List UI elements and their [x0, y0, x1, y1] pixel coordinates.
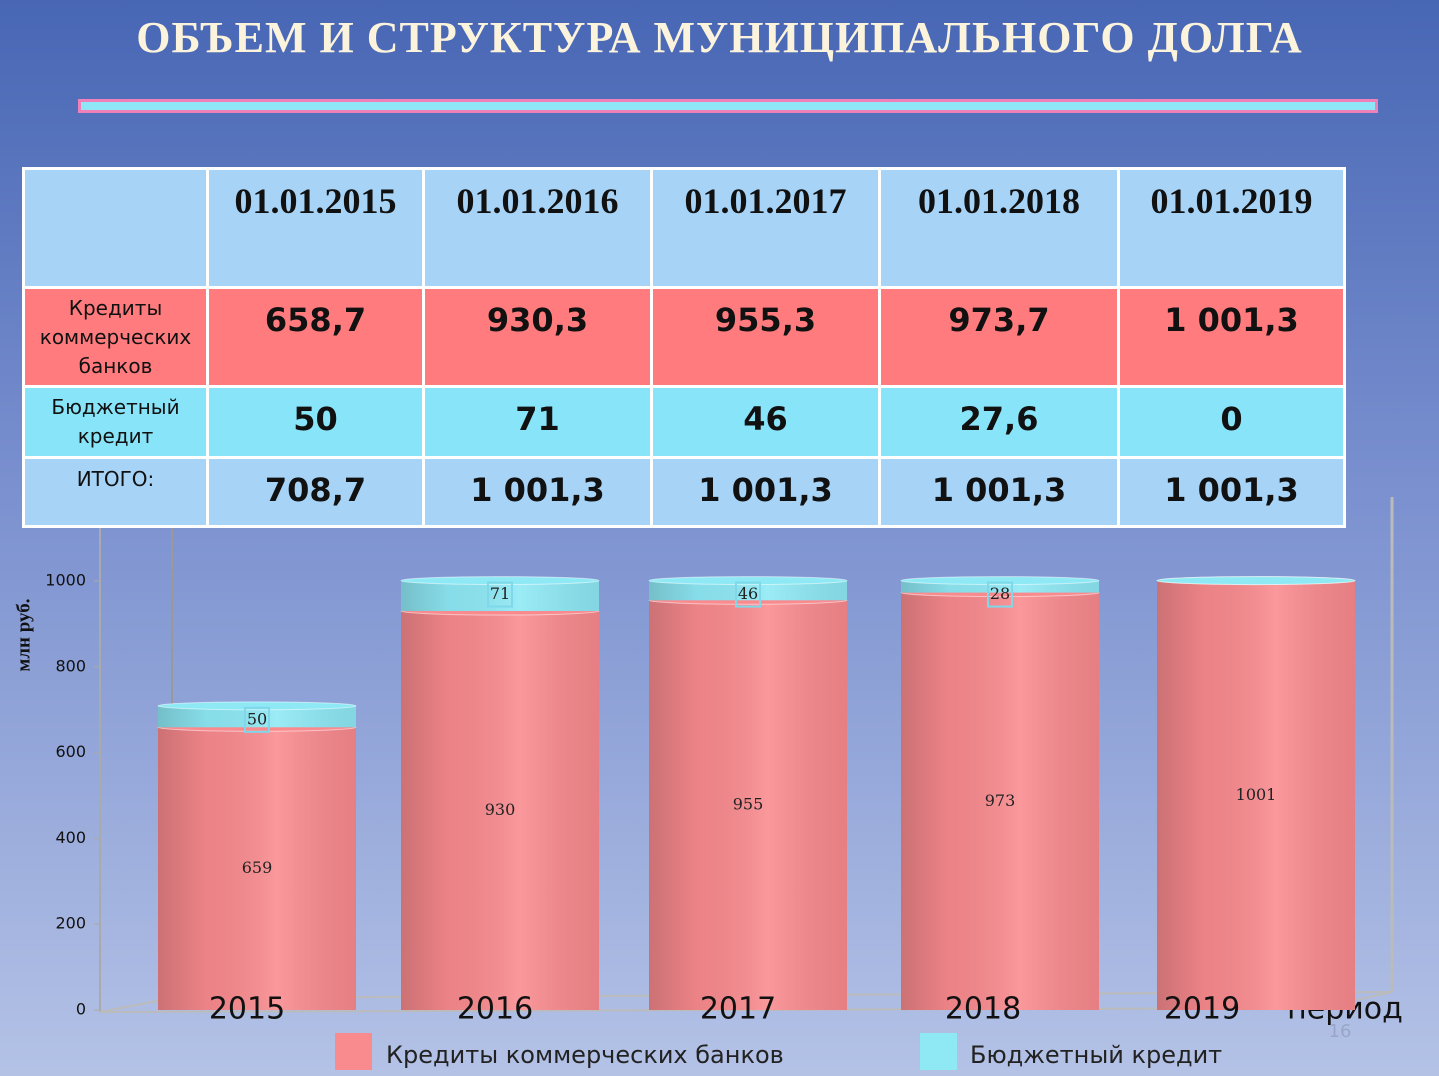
bar-top: [400, 576, 600, 586]
legend-swatch: [920, 1033, 957, 1070]
y-tick-label: 400: [55, 828, 86, 847]
table-cell: 930,3: [422, 286, 653, 388]
slide-title: ОБЪЕМ И СТРУКТУРА МУНИЦИПАЛЬНОГО ДОЛГА: [136, 13, 1303, 62]
y-tick-label: 600: [55, 742, 86, 761]
data-label: 659: [242, 858, 273, 877]
legend-swatch: [335, 1033, 372, 1070]
bar-top: [648, 576, 848, 586]
bar-shade: [401, 611, 599, 1010]
table-cell: 955,3: [650, 286, 881, 388]
table-cell: 1 001,3: [1117, 456, 1346, 528]
table-row: Бюджетный кредит 50 71 46 27,6 0: [22, 385, 1346, 459]
data-label: 955: [733, 795, 764, 814]
row-label: Бюджетный кредит: [22, 385, 209, 459]
table-row: ИТОГО: 708,7 1 001,3 1 001,3 1 001,3 1 001,3: [22, 456, 1346, 528]
x-tick-label: 2016: [457, 992, 533, 1027]
bar-top: [1156, 576, 1356, 586]
table-cell: 1 001,3: [878, 456, 1120, 528]
x-tick-label: 2015: [209, 992, 285, 1027]
data-label: 46: [738, 584, 758, 603]
table-row: Кредиты коммерческих банков 658,7 930,3 955…: [22, 286, 1346, 388]
bar-top: [157, 701, 357, 711]
legend-label: Бюджетный кредит: [970, 1041, 1222, 1069]
data-label: 28: [990, 584, 1010, 603]
row-label: Кредиты коммерческих банков: [22, 286, 209, 388]
label-box: [987, 581, 1013, 608]
data-table: 01.01.2015 01.01.2016 01.01.2017 01.01.2018…: [22, 167, 1346, 528]
column-header: 01.01.2017: [650, 167, 881, 289]
page-number: 16: [1329, 1021, 1352, 1042]
data-label: 50: [247, 709, 267, 728]
bar-shade: [158, 705, 356, 728]
label-box: [487, 581, 513, 608]
x-tick-label: 2017: [700, 992, 776, 1027]
y-tick-label: 800: [55, 656, 86, 675]
table-cell: 27,6: [878, 385, 1120, 459]
table-cell: 1 001,3: [422, 456, 653, 528]
bar-shade: [1157, 580, 1355, 1010]
bar-shade: [901, 592, 1099, 1010]
row-label: ИТОГО:: [22, 456, 209, 528]
legend-label: Кредиты коммерческих банков: [386, 1041, 784, 1069]
table-cell: 1 001,3: [650, 456, 881, 528]
table-cell: 50: [206, 385, 425, 459]
x-tick-label: 2018: [945, 992, 1021, 1027]
data-label: 1001: [1236, 785, 1277, 804]
header-row: 01.01.2015 01.01.2016 01.01.2017 01.01.2018…: [22, 167, 1346, 289]
y-tick-label: 1000: [45, 571, 86, 590]
corner-cell: [22, 167, 209, 289]
table-cell: 0: [1117, 385, 1346, 459]
title-rule: [78, 99, 1378, 113]
bar-shade: [158, 727, 356, 1010]
bar-shade: [649, 600, 847, 1010]
column-header: 01.01.2015: [206, 167, 425, 289]
bar-top: [900, 576, 1100, 586]
table-cell: 708,7: [206, 456, 425, 528]
label-box: [735, 581, 761, 608]
y-tick-label: 0: [76, 1000, 86, 1019]
y-tick-label: 200: [55, 914, 86, 933]
bar-shade: [649, 580, 847, 601]
data-label: 71: [490, 584, 510, 603]
label-box: [244, 706, 270, 733]
x-tick-label: 2019: [1164, 992, 1240, 1027]
data-label: 930: [485, 800, 516, 819]
column-header: 01.01.2018: [878, 167, 1120, 289]
data-label: 973: [985, 791, 1016, 810]
table-cell: 71: [422, 385, 653, 459]
table-cell: 1 001,3: [1117, 286, 1346, 388]
table-cell: 46: [650, 385, 881, 459]
column-header: 01.01.2016: [422, 167, 653, 289]
y-axis-label: млн руб.: [13, 598, 34, 671]
column-header: 01.01.2019: [1117, 167, 1346, 289]
table-cell: 658,7: [206, 286, 425, 388]
table-cell: 973,7: [878, 286, 1120, 388]
